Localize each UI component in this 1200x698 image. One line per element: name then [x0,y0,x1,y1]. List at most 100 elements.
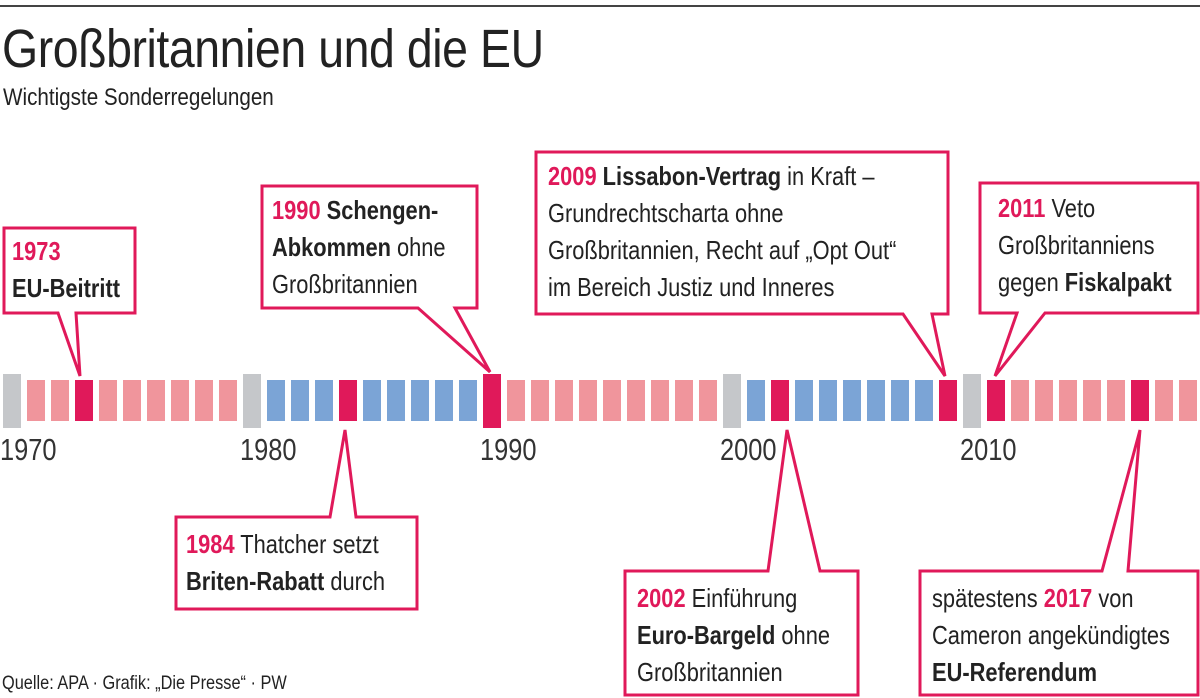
year-block-1993 [555,380,573,421]
callout-box-2017 [918,429,1200,697]
callout-emphasis: Fiskalpakt [1064,267,1172,297]
axis-label-2010: 2010 [960,432,1017,467]
callout-box-2011 [978,181,1200,377]
callout-text: gegen [998,267,1065,297]
year-block-2018 [1155,380,1173,421]
callout-line: 1984 Thatcher setzt [186,526,385,563]
axis-label-1990: 1990 [480,432,537,467]
callout-line: gegen Fiskalpakt [998,264,1172,301]
year-block-2000 [723,374,741,428]
callout-year: 1984 [186,529,235,559]
year-block-1976 [147,380,165,421]
callout-box-1990 [260,184,492,374]
callout-text: Großbritanniens [998,230,1155,260]
callout-box-2009 [534,150,950,377]
callout-emphasis: Abkommen [272,232,391,262]
year-block-1998 [675,380,693,421]
axis-label-1980: 1980 [240,432,297,467]
year-block-1975 [123,380,141,421]
axis-label-2000: 2000 [720,432,777,467]
callout-line: Großbritannien, Recht auf „Opt Out“ [548,232,896,269]
year-block-1999 [699,380,717,421]
callout-text: Großbritannien [272,269,418,299]
year-block-1979 [219,380,237,421]
year-block-1985 [363,380,381,421]
callout-emphasis: Euro-Bargeld [637,620,776,650]
year-block-2005 [843,380,861,421]
callout-text: ohne [390,232,446,262]
callout-line: 2002 Einführung [637,580,830,617]
timeline-blocks [3,374,1197,428]
callout-line: spätestens 2017 von [932,580,1170,617]
year-block-1986 [387,380,405,421]
year-block-1982 [291,380,309,421]
year-block-1981 [267,380,285,421]
year-block-1997 [651,380,669,421]
callout-line: 1973 [12,233,120,270]
year-block-2012 [1011,380,1029,421]
callout-year: 2011 [998,193,1046,223]
year-block-1977 [171,380,189,421]
callout-line: Briten-Rabatt durch [186,563,385,600]
year-block-1978 [195,380,213,421]
page-subtitle: Wichtigste Sonderregelungen [3,84,274,111]
year-block-1970 [3,374,21,428]
callout-year: 2002 [637,583,686,613]
callout-1990: 1990 Schengen- Abkommen ohne Großbritannie… [272,192,446,303]
year-block-1974 [99,380,117,421]
callout-line: Abkommen ohne [272,229,446,266]
year-block-1973 [75,380,93,421]
callout-year: 2017 [1043,583,1093,613]
callout-box-2002 [623,429,860,697]
year-block-2006 [867,380,885,421]
callout-text: Veto [1045,193,1096,223]
year-block-1971 [27,380,45,421]
year-block-1988 [435,380,453,421]
callout-line: 2011 Veto [998,190,1172,227]
year-block-2019 [1179,380,1197,421]
year-block-1980 [243,374,261,428]
callout-year: 2009 [548,161,597,191]
callout-text: im Bereich Justiz und Inneres [548,272,835,302]
year-block-1992 [531,380,549,421]
callout-line: Grundrechtscharta ohne [548,195,896,232]
year-block-2001 [747,380,765,421]
year-block-1987 [411,380,429,421]
callout-text: Großbritannien [637,657,783,687]
callout-1984: 1984 Thatcher setzt Briten-Rabatt durch [186,526,385,600]
callout-box-1984 [174,429,419,611]
year-block-1984 [339,380,357,421]
year-block-2017 [1131,380,1149,421]
callout-line: 1990 Schengen- [272,192,446,229]
year-block-2015 [1083,380,1101,421]
callout-text: Cameron angekündigtes [932,620,1170,650]
callout-2011: 2011 Veto Großbritanniens gegen Fiskalpakt [998,190,1172,301]
callout-line: EU-Beitritt [12,270,120,307]
year-block-1989 [459,380,477,421]
year-block-2014 [1059,380,1077,421]
year-block-2004 [819,380,837,421]
year-block-1983 [315,380,333,421]
axis-label-1970: 1970 [0,432,57,467]
year-block-1990 [483,374,501,428]
year-block-1991 [507,380,525,421]
year-block-1995 [603,380,621,421]
callout-emphasis: Lissabon-Vertrag [602,161,782,191]
year-block-2011 [987,380,1005,421]
callout-emphasis: EU-Beitritt [12,273,120,303]
year-block-2003 [795,380,813,421]
callout-line: im Bereich Justiz und Inneres [548,269,896,306]
year-block-2013 [1035,380,1053,421]
source-footer: Quelle: APA · Grafik: „Die Presse“ · PW [2,673,287,694]
callout-line: Cameron angekündigtes [932,617,1170,654]
callout-text: Thatcher setzt [234,529,379,559]
callout-emphasis: Briten-Rabatt [186,566,325,596]
year-block-1994 [579,380,597,421]
callout-1973: 1973 EU-Beitritt [12,233,120,307]
year-block-2008 [915,380,933,421]
callout-text: Grundrechtscharta ohne [548,198,784,228]
year-block-2007 [891,380,909,421]
year-block-2016 [1107,380,1125,421]
year-block-2002 [771,380,789,421]
callout-year: 1990 [272,195,321,225]
